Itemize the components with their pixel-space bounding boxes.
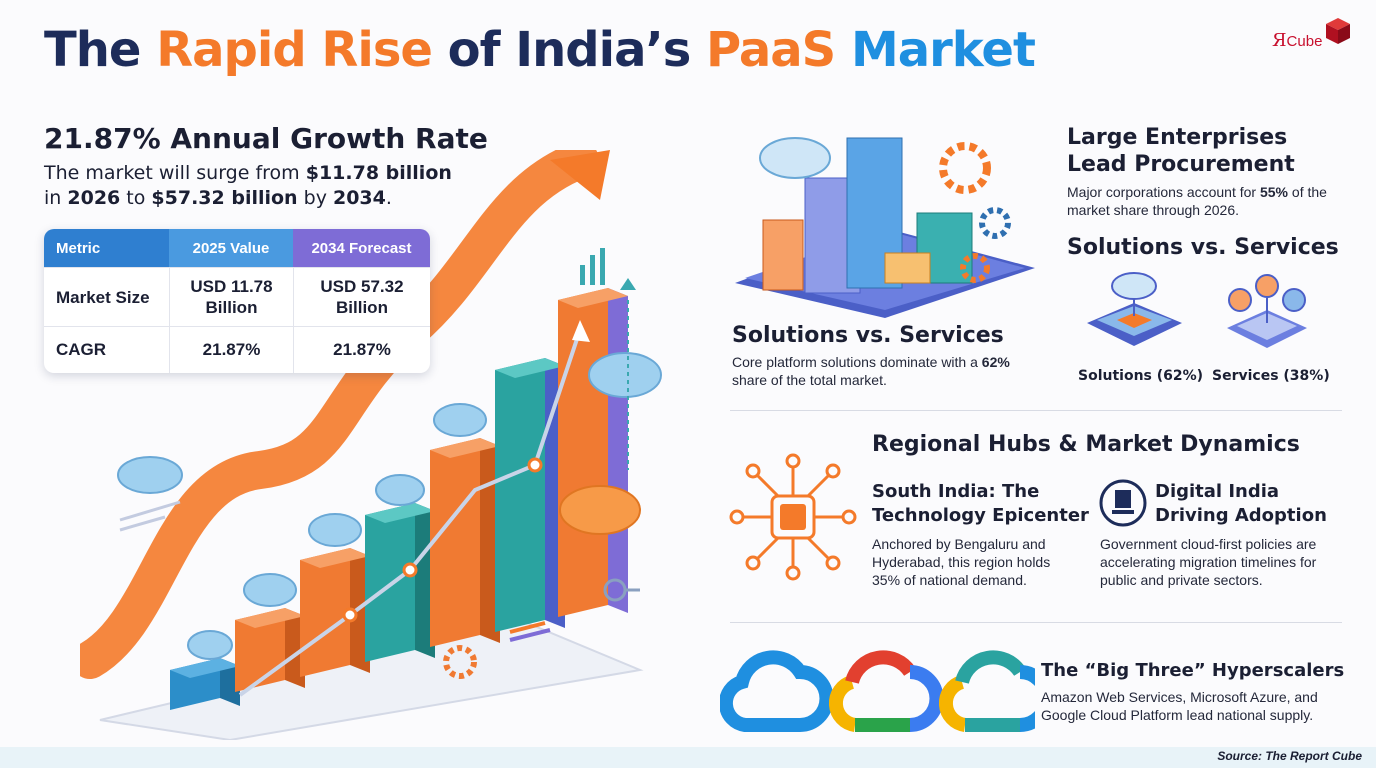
solutions-services-body: Core platform solutions dominate with a … (732, 354, 1010, 388)
large-enterprises-body: Major corporations account for 55% of th… (1067, 184, 1327, 218)
services-icon (1227, 274, 1307, 348)
south-india-body: Anchored by Bengaluru and Hyderabad, thi… (872, 536, 1051, 588)
large-enterprises-heading: Large Enterprises Lead Procurement (1067, 125, 1295, 177)
growth-headline: 21.87% Annual Growth Rate (44, 122, 488, 155)
solutions-services-heading: Solutions vs. Services (732, 323, 1004, 348)
regional-heading: Regional Hubs & Market Dynamics (872, 432, 1300, 457)
source-text: Source: The Report Cube (1217, 749, 1362, 763)
hyperscalers-body: Amazon Web Services, Microsoft Azure, an… (1041, 689, 1318, 723)
bar-7 (558, 288, 628, 617)
services-label: Services (38%) (1212, 368, 1330, 384)
bar-6 (495, 358, 565, 632)
cloud-logo-blue-icon (720, 650, 834, 732)
emblem-icon (1099, 479, 1147, 527)
section-divider (730, 622, 1342, 623)
table-header-2025: 2025 Value (169, 229, 293, 267)
digital-india-heading: Digital India Driving Adoption (1155, 481, 1327, 526)
cube-logo-icon (1326, 18, 1350, 44)
table-row: Market Size USD 11.78 Billion USD 57.32 … (44, 267, 430, 326)
section-divider (730, 410, 1342, 411)
hyperscaler-logos (720, 650, 1035, 732)
bar-3 (300, 548, 370, 677)
bar-2 (235, 608, 305, 692)
table-header-2034: 2034 Forecast (293, 229, 430, 267)
table-header-metric: Metric (44, 229, 169, 267)
source-bar: Source: The Report Cube (0, 747, 1376, 768)
growth-illustration (80, 150, 662, 740)
split-heading: Solutions vs. Services (1067, 235, 1339, 260)
cloud-logo-google-icon (828, 650, 944, 732)
growth-description: The market will surge from $11.78 billio… (44, 162, 452, 209)
metrics-table: Metric 2025 Value 2034 Forecast Market S… (44, 229, 430, 373)
bar-5 (430, 438, 500, 647)
brand-logo: ЯCube (1270, 18, 1352, 66)
table-row: CAGR 21.87% 21.87% (44, 326, 430, 373)
solutions-label: Solutions (62%) (1078, 368, 1204, 384)
datacenter-illustration (735, 137, 1035, 318)
south-india-heading: South India: The Technology Epicenter (872, 481, 1089, 526)
digital-india-body: Government cloud-first policies are acce… (1100, 536, 1317, 588)
solutions-icon (1087, 272, 1182, 346)
page-title: The Rapid Rise of India’s PaaS Market (44, 22, 1036, 78)
cloud-logo-multicolor-icon (938, 650, 1035, 732)
hyperscalers-heading: The “Big Three” Hyperscalers (1041, 660, 1345, 681)
network-hub-icon (729, 453, 857, 581)
bar-4 (365, 503, 435, 662)
